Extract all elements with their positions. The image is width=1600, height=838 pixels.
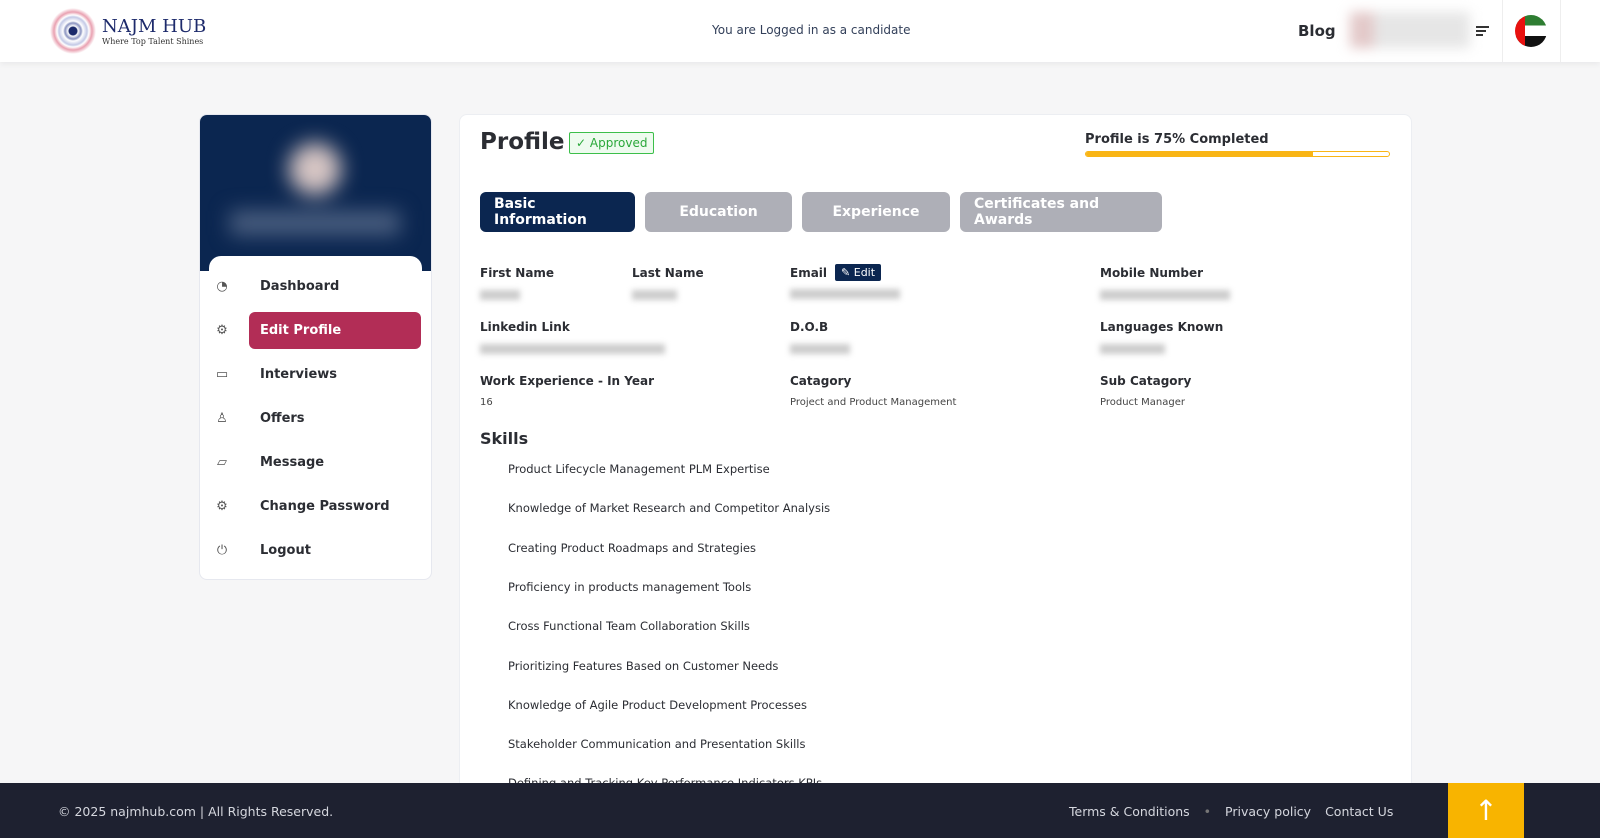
sidebar-menu: ◔ Dashboard ⚙ Edit Profile ▭ Interviews ♙ Offer… xyxy=(209,256,422,579)
power-icon: ⏻ xyxy=(216,542,228,558)
skill-item: Prioritizing Features Based on Customer … xyxy=(508,658,779,673)
skill-item: Product Lifecycle Management PLM Experti… xyxy=(508,462,770,476)
sidebar: ◔ Dashboard ⚙ Edit Profile ▭ Interviews ♙ Offer… xyxy=(199,114,432,580)
contact-link[interactable]: Contact Us xyxy=(1325,804,1394,819)
tab-experience[interactable]: Experience xyxy=(802,192,950,232)
email-field: Email ✎ Edit xyxy=(790,264,990,299)
login-status: You are Logged in as a candidate xyxy=(712,23,911,37)
menu-icon[interactable] xyxy=(1476,26,1489,38)
terms-link[interactable]: Terms & Conditions xyxy=(1069,804,1190,819)
progress-bar xyxy=(1085,151,1390,157)
sidebar-item-dashboard[interactable]: ◔ Dashboard xyxy=(209,264,422,308)
sidebar-item-label: Logout xyxy=(260,542,311,558)
sub-category-field: Sub Catagory Product Manager xyxy=(1100,374,1192,408)
pie-chart-icon: ◔ xyxy=(216,278,228,294)
tab-certificates-awards[interactable]: Certificates and Awards xyxy=(960,192,1162,232)
tab-education[interactable]: Education xyxy=(645,192,792,232)
progress-label: Profile is 75% Completed xyxy=(1085,132,1269,147)
skill-item: Creating Product Roadmaps and Strategies xyxy=(508,540,756,555)
skill-item: Knowledge of Market Research and Competi… xyxy=(508,501,831,516)
status-badge: ✓ Approved xyxy=(569,132,655,154)
work-experience-field: Work Experience - In Year 16 xyxy=(480,374,655,408)
blog-link[interactable]: Blog xyxy=(1298,22,1336,40)
skill-item: Proficiency in products management Tools xyxy=(508,579,752,594)
skill-item: Cross Functional Team Collaboration Skil… xyxy=(508,619,750,634)
logo-title: NAJM HUB xyxy=(102,15,207,37)
check-circle-icon: ✓ xyxy=(576,136,587,150)
dob-field: D.O.B xyxy=(790,320,990,354)
skill-item: Stakeholder Communication and Presentati… xyxy=(508,737,806,752)
scroll-top-button[interactable]: ↑ xyxy=(1448,783,1524,838)
privacy-link[interactable]: Privacy policy xyxy=(1225,804,1312,819)
page-title: Profile xyxy=(480,129,565,155)
logo-mark-icon xyxy=(50,8,96,54)
chat-icon: ▱ xyxy=(217,454,227,470)
skills-heading: Skills xyxy=(480,429,529,448)
calendar-icon: ▭ xyxy=(215,366,229,382)
profile-banner xyxy=(200,115,431,271)
user-icon: ♙ xyxy=(216,410,228,426)
uae-flag-icon[interactable] xyxy=(1515,15,1547,47)
skill-item: Knowledge of Agile Product Development P… xyxy=(508,697,807,712)
sidebar-item-label: Interviews xyxy=(260,366,338,382)
languages-field: Languages Known xyxy=(1100,320,1300,354)
sidebar-item-label: Dashboard xyxy=(260,278,340,294)
edit-email-button[interactable]: ✎ Edit xyxy=(835,264,882,281)
mobile-field: Mobile Number xyxy=(1100,266,1300,300)
sidebar-item-offers[interactable]: ♙ Offers xyxy=(209,396,422,440)
sidebar-item-interviews[interactable]: ▭ Interviews xyxy=(209,352,422,396)
sidebar-item-message[interactable]: ▱ Message xyxy=(209,440,422,484)
tabs: Basic Information Education Experience C… xyxy=(480,192,1162,232)
category-field: Catagory Project and Product Management xyxy=(790,374,957,408)
arrow-up-icon: ↑ xyxy=(1474,794,1498,827)
profile-card: Profile ✓ Approved Profile is 75% Comple… xyxy=(459,114,1412,814)
last-name-field: Last Name xyxy=(632,266,742,300)
sidebar-item-change-password[interactable]: ⚙ Change Password xyxy=(209,484,422,528)
logo[interactable]: NAJM HUB Where Top Talent Shines xyxy=(50,8,206,54)
sidebar-item-label: Edit Profile xyxy=(249,311,421,349)
sidebar-item-label: Change Password xyxy=(260,498,390,514)
sidebar-item-label: Offers xyxy=(260,410,305,426)
divider xyxy=(1560,0,1561,62)
sidebar-item-edit-profile[interactable]: ⚙ Edit Profile xyxy=(209,308,422,352)
logo-tagline: Where Top Talent Shines xyxy=(102,36,204,46)
separator: • xyxy=(1203,804,1212,819)
divider xyxy=(1502,0,1503,62)
first-name-field: First Name xyxy=(480,266,590,300)
gear-icon: ⚙ xyxy=(216,498,228,514)
sidebar-item-label: Message xyxy=(260,454,325,470)
gear-icon: ⚙ xyxy=(216,322,228,338)
progress-fill xyxy=(1086,152,1314,156)
sidebar-item-logout[interactable]: ⏻ Logout xyxy=(209,528,422,572)
avatar xyxy=(230,127,400,247)
tab-basic-information[interactable]: Basic Information xyxy=(480,192,635,232)
footer: © 2025 najmhub.com | All Rights Reserved… xyxy=(0,783,1600,838)
header: NAJM HUB Where Top Talent Shines You are… xyxy=(0,0,1600,62)
linkedin-field: Linkedin Link xyxy=(480,320,680,354)
user-menu[interactable] xyxy=(1350,12,1470,48)
copyright: © 2025 najmhub.com | All Rights Reserved… xyxy=(58,804,334,819)
